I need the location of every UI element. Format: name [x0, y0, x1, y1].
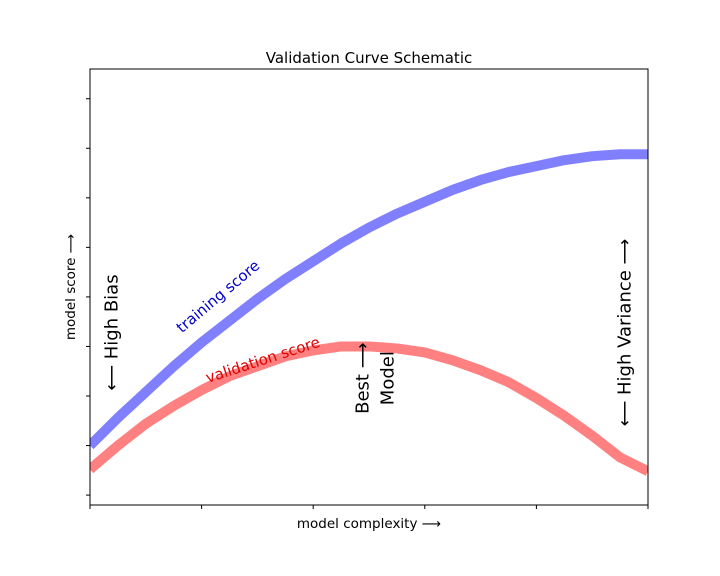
ticks-layer	[86, 98, 649, 509]
y-axis-label: model score ⟶	[63, 234, 79, 340]
annotation-best: Best ⟶	[352, 342, 373, 413]
x-axis-label: model complexity ⟶	[297, 516, 441, 532]
chart-title: Validation Curve Schematic	[266, 49, 472, 67]
series-line-validation-score	[90, 341, 648, 476]
axes-layer	[89, 68, 649, 506]
annotation-high-variance: ⟵ High Variance ⟶	[615, 239, 636, 427]
annotation-model: Model	[378, 351, 399, 405]
series-line-training-score	[90, 149, 648, 450]
annotation-high-bias: ⟵ High Bias	[101, 274, 122, 390]
axes-frame	[89, 68, 649, 506]
series-layer	[90, 149, 648, 476]
